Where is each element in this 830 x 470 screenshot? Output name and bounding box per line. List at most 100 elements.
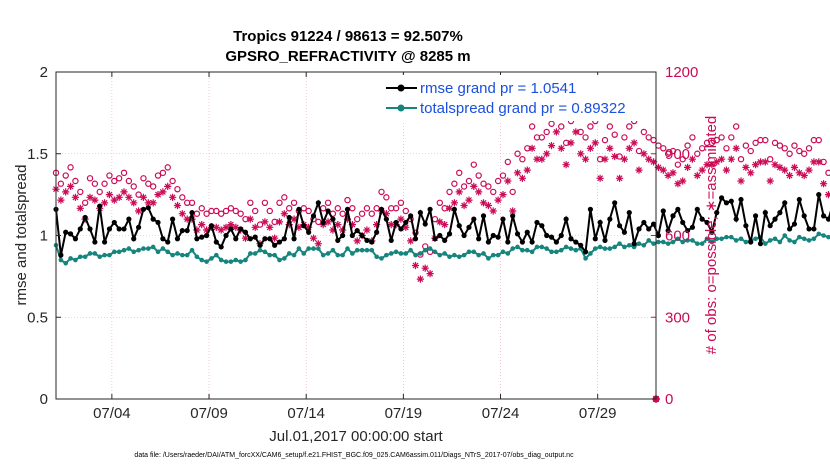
spread-point bbox=[772, 236, 778, 242]
possible-marker bbox=[713, 136, 720, 144]
spread-point bbox=[286, 251, 292, 256]
rmse-point bbox=[359, 232, 365, 239]
spread-point bbox=[622, 244, 627, 250]
possible-marker bbox=[402, 207, 409, 215]
rmse-point bbox=[665, 227, 671, 234]
spread-point bbox=[573, 247, 579, 253]
rmse-point bbox=[242, 229, 249, 235]
assimilated-marker bbox=[747, 169, 755, 177]
spread-point bbox=[636, 241, 642, 246]
possible-marker bbox=[820, 158, 827, 166]
rmse-point bbox=[179, 227, 185, 234]
y2-tick-label: 1200 bbox=[665, 64, 698, 81]
y-axis-label: rmse and totalspread bbox=[13, 165, 30, 306]
rmse-point bbox=[140, 206, 147, 212]
x-tick-label: 07/29 bbox=[579, 405, 617, 422]
rmse-point bbox=[442, 237, 448, 244]
spread-point bbox=[515, 244, 520, 250]
rmse-point bbox=[335, 237, 341, 244]
chart-title-line2: GPSRO_REFRACTIVITY @ 8285 m bbox=[225, 48, 470, 65]
assimilated-marker bbox=[698, 166, 706, 174]
assimilated-marker bbox=[752, 161, 760, 169]
assimilated-marker bbox=[766, 177, 774, 185]
spread-point bbox=[437, 252, 443, 258]
spread-point bbox=[704, 236, 710, 242]
assimilated-marker bbox=[402, 223, 410, 231]
assimilated-marker bbox=[635, 166, 643, 174]
rmse-point bbox=[495, 234, 501, 240]
rmse-point bbox=[67, 231, 74, 237]
rmse-point bbox=[408, 213, 414, 219]
legend-spread-label: totalspread grand pr = 0.89322 bbox=[420, 100, 626, 117]
spread-point bbox=[63, 260, 69, 266]
spread-point bbox=[694, 241, 700, 246]
y2-tick-label: 900 bbox=[665, 146, 690, 163]
possible-marker bbox=[227, 205, 235, 212]
possible-marker bbox=[519, 155, 526, 163]
rmse-point bbox=[150, 216, 156, 222]
rmse-point bbox=[519, 239, 525, 245]
x-axis-label: Jul.01,2017 00:00:00 start bbox=[269, 428, 443, 445]
rmse-point bbox=[320, 219, 326, 226]
assimilated-marker bbox=[212, 223, 220, 231]
rmse-point bbox=[77, 226, 83, 232]
assimilated-marker bbox=[217, 226, 225, 234]
assimilated-marker bbox=[494, 196, 502, 204]
rmse-point bbox=[510, 213, 516, 219]
rmse-point bbox=[714, 210, 720, 216]
rmse-point bbox=[689, 224, 696, 230]
rmse-point bbox=[558, 232, 564, 239]
rmse-point bbox=[432, 236, 438, 242]
assimilated-marker bbox=[348, 221, 356, 229]
assimilated-marker bbox=[756, 158, 765, 166]
spread-point bbox=[510, 246, 515, 251]
possible-marker bbox=[679, 155, 686, 163]
possible-marker bbox=[349, 205, 356, 212]
assimilated-marker bbox=[737, 177, 745, 185]
possible-marker bbox=[363, 205, 371, 212]
spread-point bbox=[626, 243, 632, 248]
spread-point bbox=[204, 259, 209, 264]
rmse-point bbox=[437, 232, 443, 239]
possible-marker bbox=[305, 207, 312, 215]
assimilated-marker bbox=[110, 196, 118, 204]
assimilated-marker bbox=[62, 188, 70, 196]
assimilated-marker bbox=[324, 218, 332, 226]
rmse-point bbox=[514, 231, 521, 237]
rmse-point bbox=[223, 232, 229, 239]
y-tick-label: 1.5 bbox=[27, 146, 48, 163]
spread-point bbox=[743, 239, 749, 245]
assimilated-marker bbox=[135, 207, 143, 215]
assimilated-marker bbox=[722, 166, 730, 174]
spread-point bbox=[476, 252, 481, 258]
spread-point bbox=[481, 251, 486, 256]
rmse-point bbox=[680, 219, 686, 226]
assimilated-marker bbox=[820, 180, 828, 188]
assimilated-marker bbox=[353, 237, 361, 245]
spread-point bbox=[787, 238, 792, 243]
possible-marker bbox=[528, 123, 536, 130]
spread-point bbox=[733, 238, 739, 243]
rmse-point bbox=[767, 223, 773, 229]
spread-point bbox=[359, 247, 365, 253]
spread-point bbox=[427, 246, 433, 251]
possible-marker bbox=[193, 210, 201, 217]
rmse-point bbox=[169, 216, 176, 222]
possible-marker bbox=[771, 139, 779, 147]
rmse-point bbox=[106, 226, 113, 232]
spread-point bbox=[354, 247, 360, 253]
spread-point bbox=[82, 254, 88, 260]
assimilated-marker bbox=[91, 196, 99, 204]
assimilated-marker bbox=[591, 139, 599, 147]
assimilated-marker bbox=[314, 240, 322, 248]
possible-marker bbox=[781, 145, 788, 152]
possible-marker bbox=[145, 180, 152, 187]
assimilated-marker bbox=[616, 174, 624, 182]
possible-marker bbox=[728, 134, 735, 141]
y2-axis-label: # of obs: o=possible; ∗=assimilated bbox=[703, 116, 720, 355]
possible-marker bbox=[499, 172, 507, 179]
spread-point bbox=[141, 246, 146, 251]
spread-point bbox=[301, 251, 307, 256]
rmse-point bbox=[578, 242, 584, 248]
rmse-point bbox=[97, 203, 103, 209]
